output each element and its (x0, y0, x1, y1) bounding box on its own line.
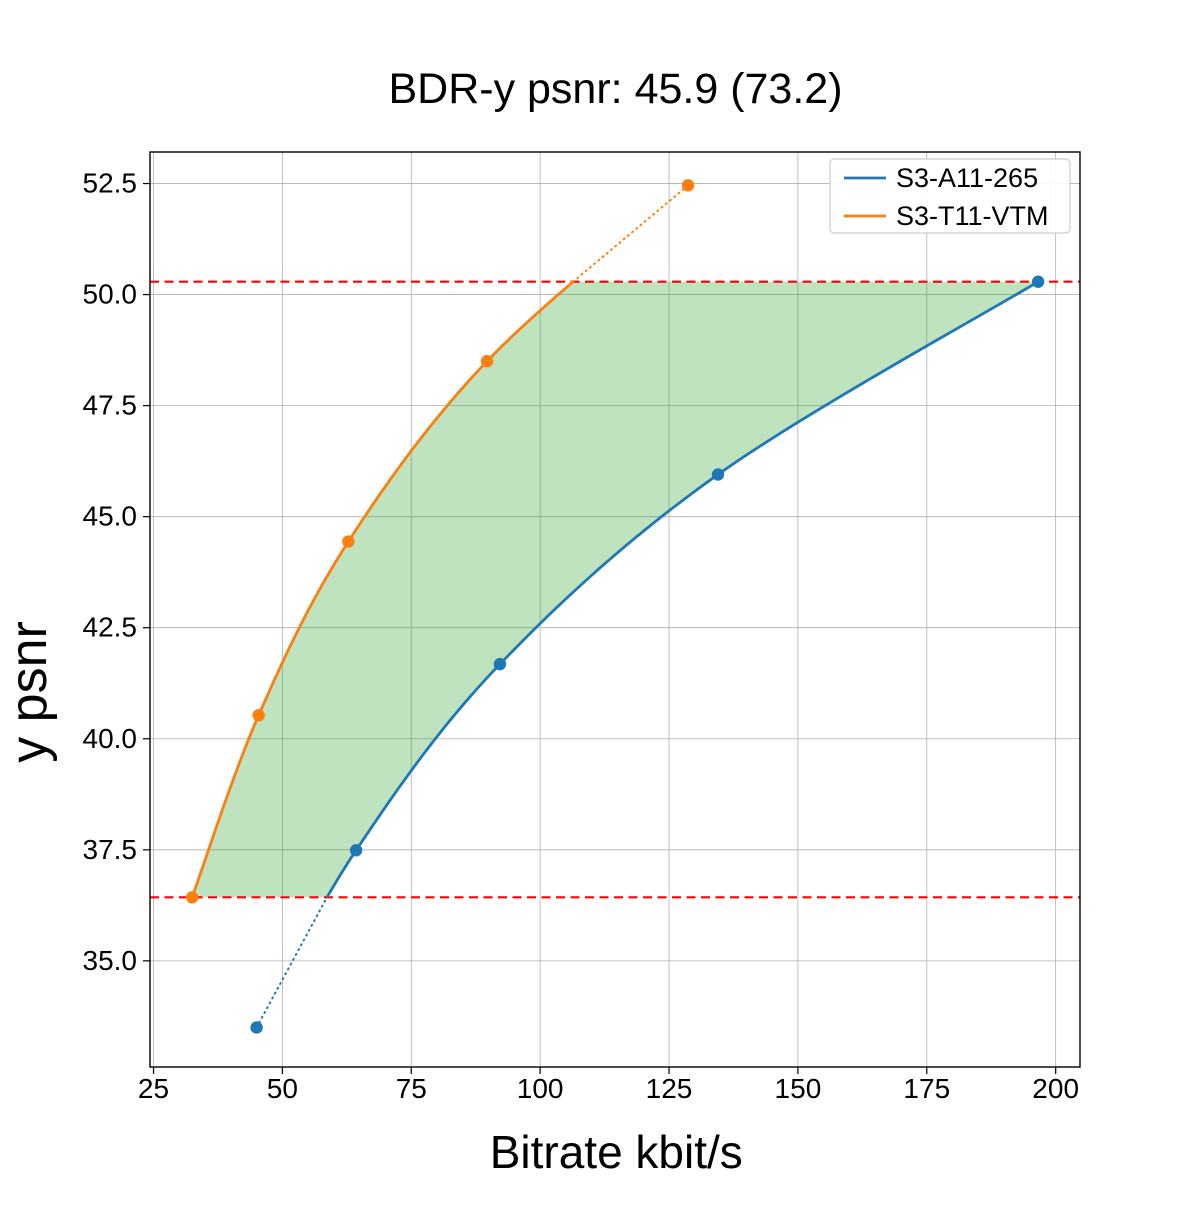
svg-text:25: 25 (138, 1073, 169, 1104)
svg-text:S3-A11-265: S3-A11-265 (896, 163, 1038, 193)
svg-text:52.5: 52.5 (83, 168, 138, 199)
svg-text:Bitrate kbit/s: Bitrate kbit/s (490, 1126, 743, 1178)
svg-text:200: 200 (1032, 1073, 1079, 1104)
svg-text:BDR-y psnr: 45.9 (73.2): BDR-y psnr: 45.9 (73.2) (388, 65, 842, 113)
svg-text:42.5: 42.5 (83, 612, 138, 643)
svg-text:150: 150 (775, 1073, 822, 1104)
svg-text:50: 50 (267, 1073, 298, 1104)
svg-text:75: 75 (396, 1073, 427, 1104)
svg-text:47.5: 47.5 (83, 390, 138, 421)
svg-text:y psnr: y psnr (0, 621, 58, 763)
svg-text:125: 125 (646, 1073, 693, 1104)
svg-text:35.0: 35.0 (83, 945, 138, 976)
svg-text:37.5: 37.5 (83, 834, 138, 865)
svg-text:50.0: 50.0 (83, 279, 138, 310)
svg-text:S3-T11-VTM: S3-T11-VTM (896, 201, 1049, 231)
svg-text:100: 100 (517, 1073, 564, 1104)
svg-text:40.0: 40.0 (83, 723, 138, 754)
svg-text:45.0: 45.0 (83, 501, 138, 532)
svg-text:175: 175 (903, 1073, 950, 1104)
